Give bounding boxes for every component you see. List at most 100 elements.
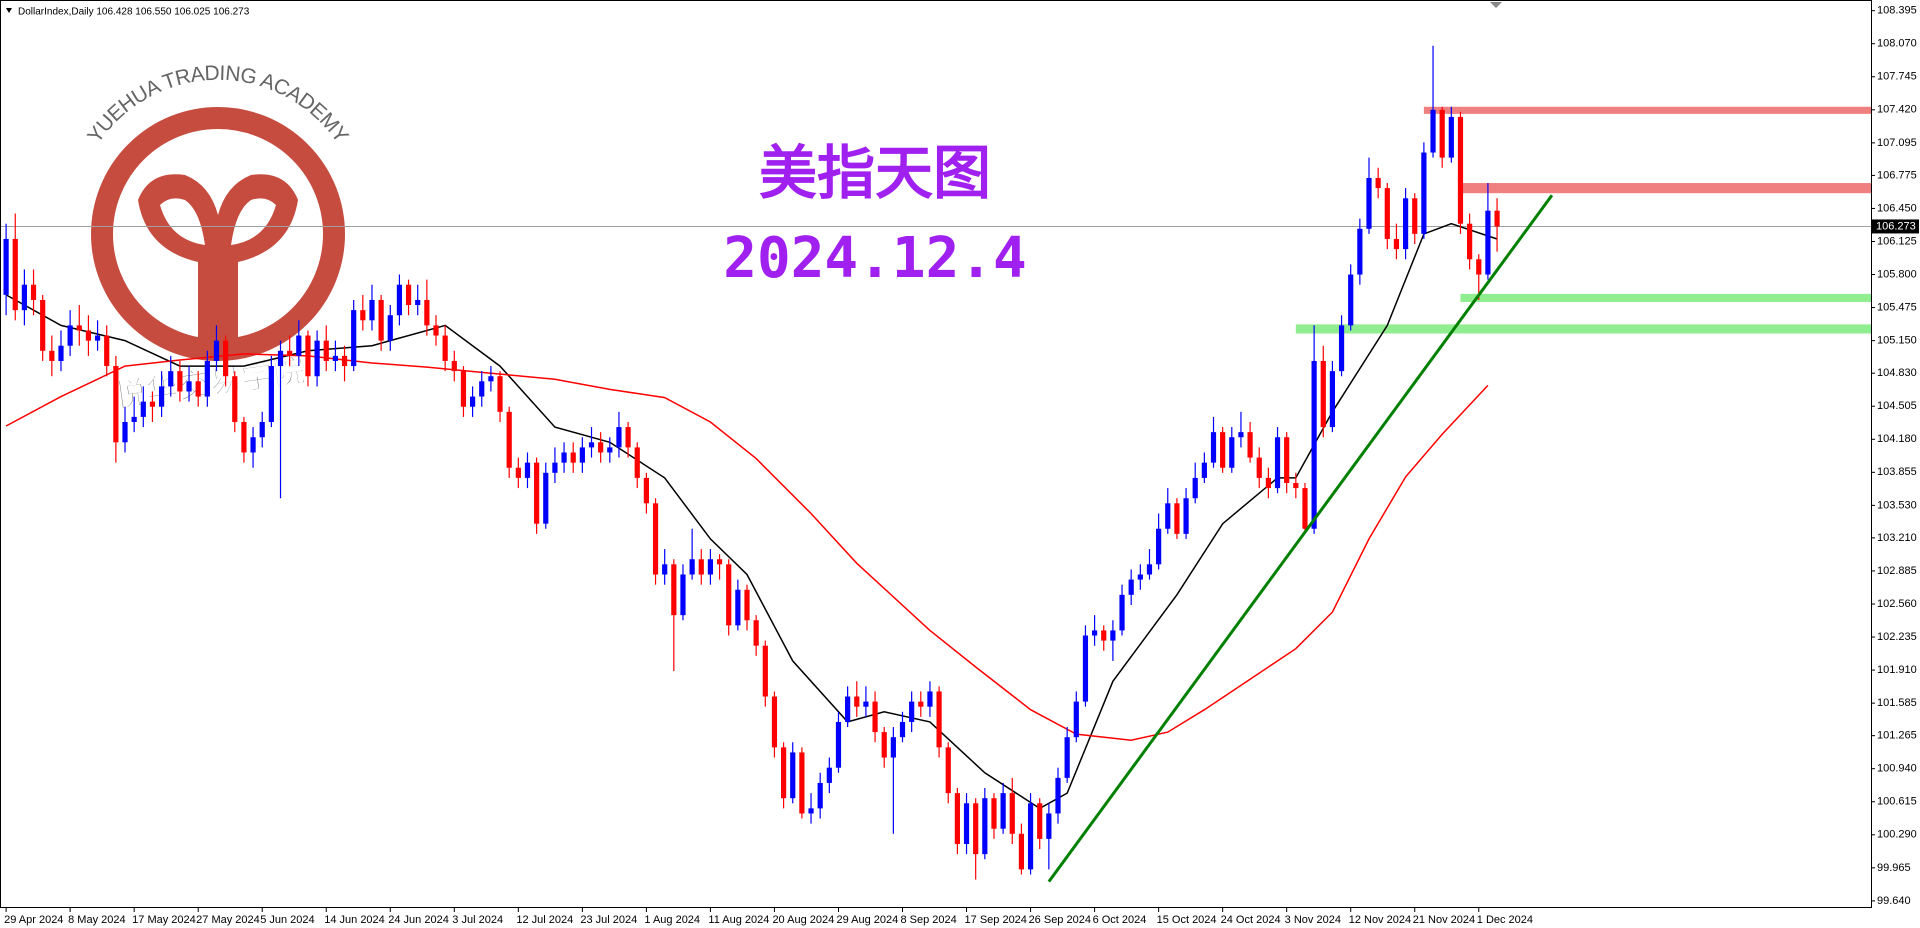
candle-body <box>1247 432 1253 458</box>
candle-body <box>213 340 220 361</box>
candle-body <box>909 701 915 722</box>
candle-body <box>680 574 686 616</box>
candle-body <box>85 330 92 341</box>
candle-body <box>149 401 156 407</box>
y-tick-label: 100.290 <box>1877 829 1917 841</box>
y-tick-label: 103.855 <box>1877 466 1917 478</box>
candle-body <box>497 376 503 412</box>
x-tick-label: 12 Jul 2024 <box>516 914 573 926</box>
candle-body <box>396 284 403 316</box>
last-price-box <box>1872 219 1919 234</box>
candle-body <box>881 732 887 758</box>
candle-body <box>49 350 55 361</box>
x-tick-label: 6 Oct 2024 <box>1093 914 1147 926</box>
candle-body <box>21 284 27 311</box>
candle-body <box>323 340 329 361</box>
candle-body <box>287 350 293 356</box>
candle-body <box>671 564 677 616</box>
candle-body <box>168 371 174 387</box>
candle-body <box>753 620 759 646</box>
candle-body <box>460 371 467 407</box>
candle-body <box>643 477 649 504</box>
candle-body <box>277 350 284 367</box>
x-tick-label: 29 Aug 2024 <box>836 914 898 926</box>
candle-body <box>1357 228 1363 275</box>
candle-body <box>1256 457 1262 478</box>
candle-body <box>744 589 750 621</box>
y-tick-label: 103.530 <box>1877 499 1917 511</box>
x-tick-label: 21 Nov 2024 <box>1413 914 1475 926</box>
candle-body <box>954 793 960 844</box>
y-tick-label: 101.265 <box>1877 730 1917 742</box>
y-tick-label: 104.180 <box>1877 433 1917 445</box>
candle-body <box>771 696 778 748</box>
y-tick-label: 103.210 <box>1877 532 1917 544</box>
candle-body <box>1238 432 1244 438</box>
candle-body <box>652 503 659 575</box>
y-tick-label: 101.910 <box>1877 664 1917 676</box>
candle-body <box>1229 437 1235 468</box>
chart-title: 美指天图 <box>759 139 991 207</box>
x-tick-label: 17 Sep 2024 <box>965 914 1027 926</box>
menu-arrow[interactable] <box>6 8 12 13</box>
candle-body <box>40 299 46 351</box>
y-tick-label: 107.095 <box>1877 137 1917 149</box>
candle-body <box>1073 701 1079 738</box>
candle-body <box>662 564 668 575</box>
candle-body <box>698 559 704 575</box>
candle-body <box>1192 477 1198 499</box>
candle-body <box>1165 503 1171 529</box>
candle-body <box>12 238 18 311</box>
y-tick-label: 106.450 <box>1877 202 1917 214</box>
candle-body <box>1201 462 1207 478</box>
candle-body <box>1485 210 1491 275</box>
candle-body <box>268 366 274 422</box>
chart-header: DollarIndex,Daily 106.428 106.550 106.02… <box>18 7 250 18</box>
x-tick-label: 8 Sep 2024 <box>901 914 957 926</box>
candle-body <box>351 310 357 367</box>
candle-body <box>296 335 302 356</box>
candle-body <box>1128 579 1134 595</box>
candle-body <box>1146 564 1153 575</box>
x-tick-label: 3 Jul 2024 <box>452 914 503 926</box>
candle-body <box>1156 528 1162 565</box>
candle-body <box>58 345 64 361</box>
candle-body <box>369 299 375 321</box>
candle-body <box>1320 360 1326 428</box>
candle-body <box>1402 198 1409 250</box>
candle-body <box>1476 259 1482 275</box>
y-tick-label: 107.420 <box>1877 104 1917 116</box>
y-tick-label: 105.150 <box>1877 335 1917 347</box>
candle-body <box>259 421 265 438</box>
candle-body <box>332 355 338 361</box>
candle-body <box>1174 503 1180 534</box>
candle-body <box>552 462 558 473</box>
candle-body <box>790 752 796 799</box>
candle-body <box>488 376 494 382</box>
y-tick-label: 99.965 <box>1877 862 1911 874</box>
candle-body <box>1375 177 1381 189</box>
plot-frame <box>0 0 1872 908</box>
x-tick-label: 23 Jul 2024 <box>580 914 637 926</box>
x-tick-label: 1 Dec 2024 <box>1477 914 1533 926</box>
chart-subtitle: 2024.12.4 <box>723 226 1026 291</box>
candle-body <box>232 376 238 422</box>
y-tick-label: 104.505 <box>1877 400 1917 412</box>
candle-body <box>899 721 906 738</box>
x-tick-label: 26 Sep 2024 <box>1029 914 1091 926</box>
candle-body <box>588 442 595 448</box>
candle-body <box>616 427 622 448</box>
candle-body <box>1311 360 1317 529</box>
y-tick-label: 105.475 <box>1877 301 1917 313</box>
last-price-label: 106.273 <box>1876 220 1916 232</box>
candle-body <box>223 340 229 377</box>
candle-body <box>131 416 137 422</box>
candle-body <box>927 691 933 707</box>
candle-body <box>726 564 732 626</box>
candle-body <box>195 381 201 397</box>
trendline <box>1047 194 1554 883</box>
candle-body <box>826 767 832 783</box>
y-tick-label: 108.070 <box>1877 38 1917 50</box>
candle-body <box>1009 793 1015 834</box>
